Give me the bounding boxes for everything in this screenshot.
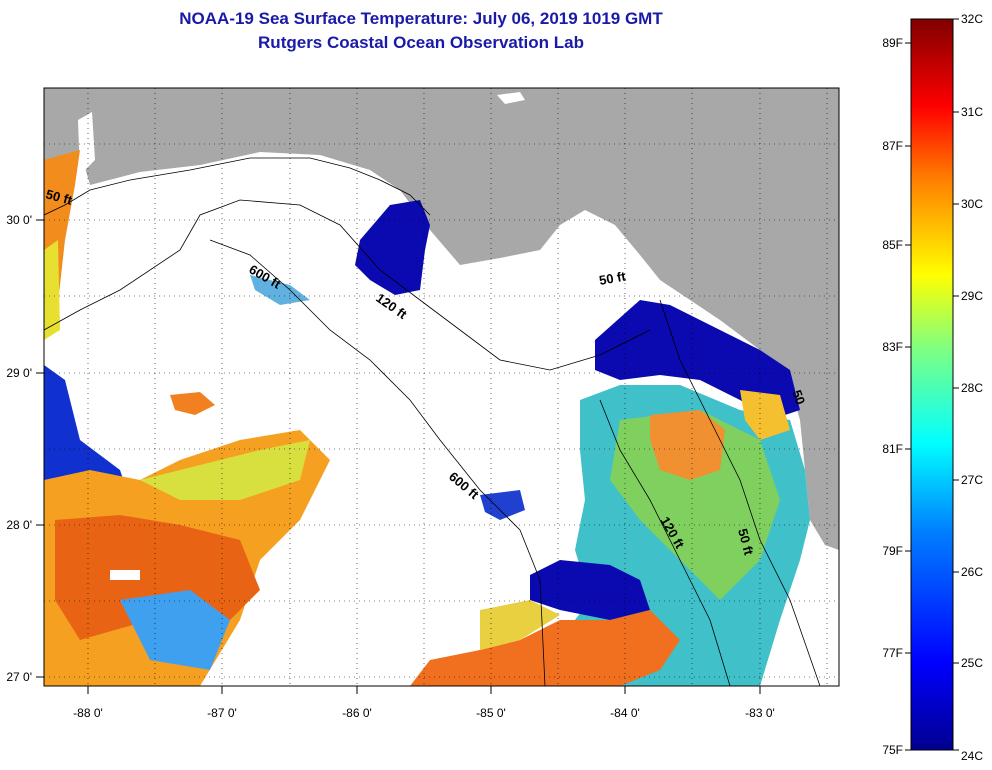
colorbar-c-label: 31C	[961, 105, 983, 119]
lon-label: -86 0'	[342, 706, 372, 720]
colorbar	[910, 18, 954, 751]
contour-50ft-east	[659, 299, 821, 686]
sst-east-green	[610, 410, 780, 600]
sst-patch-north	[250, 275, 310, 305]
map-frame	[43, 87, 840, 687]
sst-east-cool	[595, 300, 800, 420]
colorbar-f-label: 85F	[882, 238, 903, 252]
colorbar-c-label: 26C	[961, 565, 983, 579]
cloud-gap-1	[110, 570, 140, 580]
lat-label: 30 0'	[6, 213, 32, 227]
sst-south-yellow	[480, 600, 560, 650]
colorbar-f-label: 77F	[882, 646, 903, 660]
colorbar-f-label: 75F	[882, 743, 903, 757]
colorbar-c-label: 29C	[961, 289, 983, 303]
sst-patch-600	[480, 490, 525, 520]
contour-label: 50 ft	[735, 527, 757, 557]
colorbar-f-label: 83F	[882, 340, 903, 354]
contour-label: 50	[789, 388, 808, 407]
lat-label: 27 0'	[6, 670, 32, 684]
contour-50ft-north	[44, 157, 431, 216]
sst-east-warm	[650, 410, 725, 480]
colorbar-c-label: 28C	[961, 381, 983, 395]
lon-label: -83 0'	[745, 706, 775, 720]
map-title: NOAA-19 Sea Surface Temperature: July 06…	[179, 9, 663, 28]
lon-label: -88 0'	[73, 706, 103, 720]
colorbar-f-label: 87F	[882, 139, 903, 153]
lon-label: -84 0'	[610, 706, 640, 720]
sst-cool-patch	[120, 590, 230, 670]
mobile-bay	[78, 112, 95, 175]
lon-label: -87 0'	[207, 706, 237, 720]
map-subtitle: Rutgers Coastal Ocean Observation Lab	[258, 33, 584, 52]
contour-120ft	[44, 199, 651, 371]
lat-label: 28 0'	[6, 518, 32, 532]
contour-600ft	[209, 239, 546, 686]
sst-yellow-band	[140, 440, 310, 500]
colorbar-c-label: 27C	[961, 473, 983, 487]
inland-lake	[497, 92, 525, 104]
colorbar-f-label: 79F	[882, 544, 903, 558]
lat-label: 29 0'	[6, 366, 32, 380]
sst-south-cool	[530, 560, 650, 620]
colorbar-c-label: 25C	[961, 656, 983, 670]
contour-120ft-east	[599, 399, 731, 686]
sst-west-yellow	[44, 240, 60, 340]
lon-label: -85 0'	[476, 706, 506, 720]
colorbar-f-label: 81F	[882, 442, 903, 456]
sst-east-yellow	[740, 390, 790, 440]
colorbar-c-label: 32C	[961, 12, 983, 26]
contour-label: 50 ft	[44, 186, 74, 208]
colorbar-ticks	[905, 18, 959, 751]
tick-marks	[36, 219, 761, 694]
sst-apalachee-cool	[355, 200, 430, 295]
sst-south-warm	[410, 610, 680, 686]
sst-small-patch	[170, 392, 215, 415]
colorbar-c-label: 24C	[961, 749, 983, 763]
contour-label: 50 ft	[598, 268, 628, 288]
colorbar-f-label: 89F	[882, 36, 903, 50]
colorbar-c-label: 30C	[961, 197, 983, 211]
